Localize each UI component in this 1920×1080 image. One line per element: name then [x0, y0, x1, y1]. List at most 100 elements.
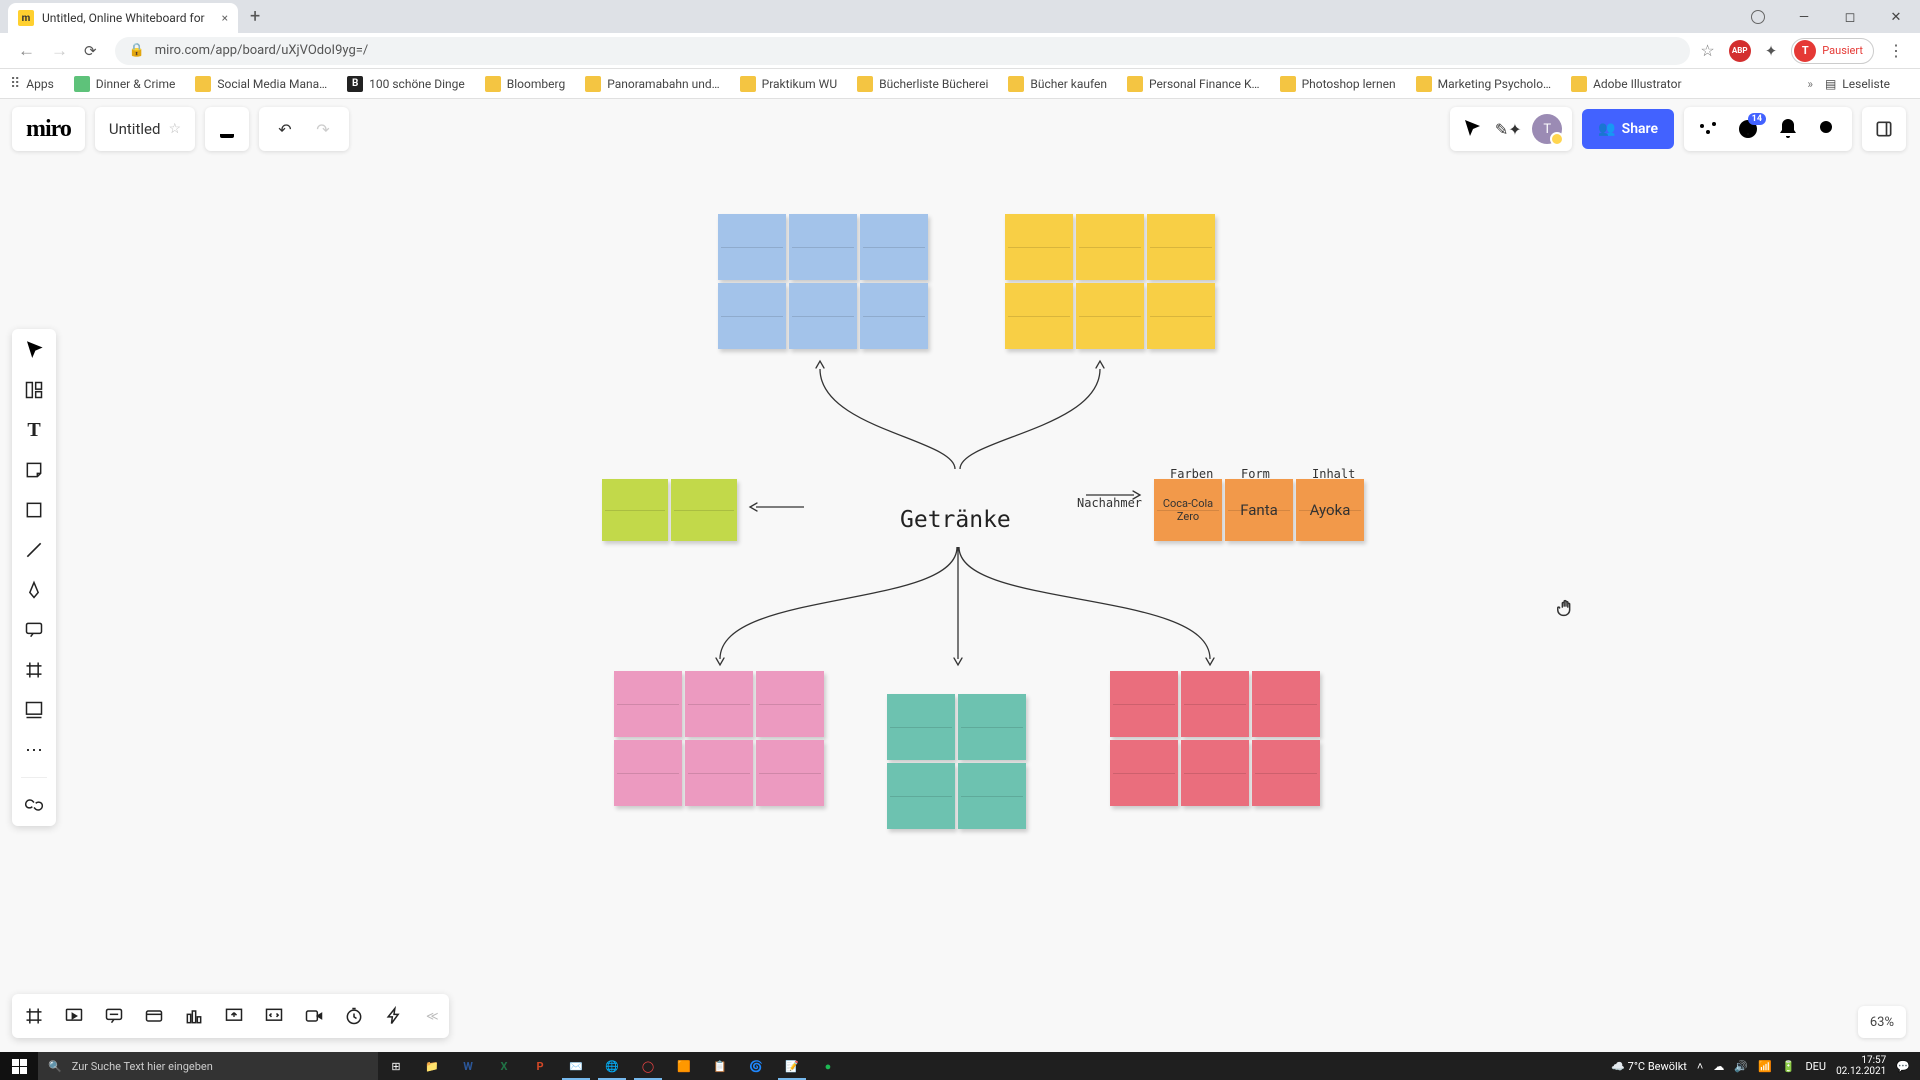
app-icon-2[interactable]: 📋 — [702, 1052, 738, 1080]
circle-icon[interactable] — [1736, 3, 1780, 31]
sticky-note-blue[interactable] — [789, 283, 857, 349]
bookmark-item[interactable]: Bloomberg — [485, 76, 565, 92]
chat-icon[interactable] — [102, 1004, 126, 1028]
sticky-note-blue[interactable] — [718, 283, 786, 349]
bookmark-item[interactable]: Personal Finance K… — [1127, 76, 1260, 92]
nachahmer-label[interactable]: Nachahmer — [1077, 496, 1142, 510]
profile-chip[interactable]: T Pausiert — [1791, 38, 1874, 64]
back-button[interactable]: ← — [18, 41, 35, 61]
sticky-note-lime[interactable] — [602, 479, 668, 541]
frames-panel-icon[interactable] — [22, 1004, 46, 1028]
sticky-note-blue[interactable] — [860, 214, 928, 280]
bolt-icon[interactable] — [382, 1004, 406, 1028]
sticky-note-pink[interactable] — [614, 671, 682, 737]
video-icon[interactable] — [302, 1004, 326, 1028]
sticky-note-blue[interactable] — [718, 214, 786, 280]
maximize-button[interactable]: ◻ — [1828, 3, 1872, 31]
sticky-note-lime[interactable] — [671, 479, 737, 541]
sticky-note-coral[interactable] — [1110, 671, 1178, 737]
sticky-note-coral[interactable] — [1110, 740, 1178, 806]
voting-icon[interactable] — [182, 1004, 206, 1028]
excel-icon[interactable]: X — [486, 1052, 522, 1080]
bookmark-item[interactable]: Bücherliste Bücherei — [857, 76, 988, 92]
taskbar-search[interactable]: 🔍 Zur Suche Text hier eingeben — [38, 1052, 378, 1080]
chrome-icon[interactable]: 🌐 — [594, 1052, 630, 1080]
sticky-note-yellow[interactable] — [1005, 283, 1073, 349]
sticky-note-pink[interactable] — [756, 671, 824, 737]
spotify-icon[interactable]: ● — [810, 1052, 846, 1080]
mail-icon[interactable]: ✉️ — [558, 1052, 594, 1080]
sticky-note-orange[interactable]: Coca-Cola Zero — [1154, 479, 1222, 541]
bookmark-item[interactable]: Praktikum WU — [740, 76, 837, 92]
bookmark-item[interactable]: Social Media Mana… — [195, 76, 327, 92]
sticky-note-coral[interactable] — [1252, 671, 1320, 737]
reading-list-button[interactable]: ▤Leseliste — [1825, 77, 1890, 91]
sticky-note-coral[interactable] — [1252, 740, 1320, 806]
app-icon-1[interactable]: 🟧 — [666, 1052, 702, 1080]
sticky-note-orange[interactable]: Fanta — [1225, 479, 1293, 541]
forward-button[interactable]: → — [51, 41, 68, 61]
bookmark-item[interactable]: Dinner & Crime — [74, 76, 176, 92]
bookmark-item[interactable]: Panoramabahn und… — [585, 76, 719, 92]
bookmark-item[interactable]: Bücher kaufen — [1008, 76, 1107, 92]
explorer-icon[interactable]: 📁 — [414, 1052, 450, 1080]
close-window-button[interactable]: ✕ — [1874, 3, 1918, 31]
sticky-note-teal[interactable] — [887, 763, 955, 829]
bookmark-item[interactable]: Adobe Illustrator — [1571, 76, 1681, 92]
embed-icon[interactable] — [262, 1004, 286, 1028]
screen-share-icon[interactable] — [222, 1004, 246, 1028]
sticky-note-yellow[interactable] — [1076, 214, 1144, 280]
sticky-note-orange[interactable]: Ayoka — [1296, 479, 1364, 541]
wifi-icon[interactable]: 📶 — [1758, 1060, 1772, 1073]
bookmark-item[interactable]: Photoshop lernen — [1280, 76, 1396, 92]
url-field[interactable]: 🔒 miro.com/app/board/uXjVOdoI9yg=/ — [115, 37, 1691, 65]
minimize-button[interactable]: ― — [1782, 3, 1826, 31]
bookmarks-overflow-icon[interactable]: » — [1807, 77, 1813, 91]
start-button[interactable] — [0, 1052, 38, 1080]
close-tab-icon[interactable]: × — [222, 11, 228, 25]
sticky-note-coral[interactable] — [1181, 740, 1249, 806]
battery-icon[interactable]: 🔋 — [1782, 1060, 1796, 1073]
sticky-note-yellow[interactable] — [1005, 214, 1073, 280]
task-view-icon[interactable]: ⊞ — [378, 1052, 414, 1080]
sticky-note-teal[interactable] — [958, 694, 1026, 760]
sticky-note-teal[interactable] — [958, 763, 1026, 829]
edge-icon[interactable]: 🌀 — [738, 1052, 774, 1080]
sticky-note-pink[interactable] — [685, 740, 753, 806]
sticky-note-coral[interactable] — [1181, 671, 1249, 737]
new-tab-button[interactable]: + — [250, 6, 260, 27]
bookmark-item[interactable]: Marketing Psycholo… — [1416, 76, 1551, 92]
apps-shortcut[interactable]: ⠿Apps — [10, 76, 54, 92]
powerpoint-icon[interactable]: P — [522, 1052, 558, 1080]
zoom-level[interactable]: 63% — [1858, 1006, 1906, 1038]
presentation-icon[interactable] — [62, 1004, 86, 1028]
extensions-icon[interactable]: ✦ — [1765, 42, 1778, 60]
sticky-note-blue[interactable] — [789, 214, 857, 280]
adblock-icon[interactable]: ABP — [1729, 40, 1751, 62]
center-node-label[interactable]: Getränke — [900, 507, 1011, 533]
browser-tab[interactable]: m Untitled, Online Whiteboard for × — [8, 3, 238, 33]
opera-icon[interactable]: ◯ — [630, 1052, 666, 1080]
collapse-toolbar-icon[interactable]: ≪ — [426, 1009, 439, 1023]
notepad-icon[interactable]: 📝 — [774, 1052, 810, 1080]
reload-button[interactable]: ⟳ — [84, 42, 97, 60]
word-icon[interactable]: W — [450, 1052, 486, 1080]
timer-icon[interactable] — [342, 1004, 366, 1028]
notifications-tray-icon[interactable]: 💬 — [1896, 1060, 1910, 1073]
clock[interactable]: 17:57 02.12.2021 — [1836, 1055, 1886, 1077]
volume-icon[interactable]: 🔊 — [1734, 1060, 1748, 1073]
sticky-note-teal[interactable] — [887, 694, 955, 760]
bookmark-item[interactable]: B100 schöne Dinge — [347, 76, 465, 92]
chrome-menu-icon[interactable]: ⋮ — [1888, 41, 1904, 60]
sticky-note-yellow[interactable] — [1147, 214, 1215, 280]
sticky-note-yellow[interactable] — [1076, 283, 1144, 349]
language-indicator[interactable]: DEU — [1805, 1060, 1826, 1073]
sticky-note-pink[interactable] — [756, 740, 824, 806]
tray-chevron-icon[interactable]: ˄ — [1697, 1060, 1703, 1073]
whiteboard-canvas[interactable]: Getränke Nachahmer Coca-Cola ZeroFarbenF… — [0, 99, 1920, 1052]
onedrive-icon[interactable]: ☁ — [1713, 1060, 1724, 1073]
card-icon[interactable] — [142, 1004, 166, 1028]
sticky-note-pink[interactable] — [614, 740, 682, 806]
weather-widget[interactable]: ☁️ 7°C Bewölkt — [1611, 1060, 1687, 1073]
sticky-note-blue[interactable] — [860, 283, 928, 349]
